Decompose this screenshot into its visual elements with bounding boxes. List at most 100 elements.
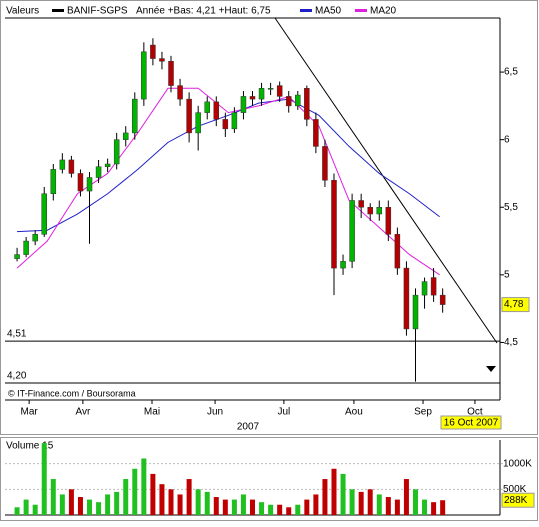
candle-body: [403, 267, 410, 330]
volume-bar: [313, 494, 319, 515]
volume-bar: [141, 458, 147, 515]
last-volume-box: [501, 492, 535, 508]
price-panel: [0, 0, 538, 435]
volume-bar: [331, 468, 337, 515]
candle-body: [50, 169, 57, 194]
x-tick-label: Oct: [467, 407, 483, 418]
candle-body: [249, 96, 256, 100]
volume-bar: [87, 499, 93, 515]
volume-bar: [422, 499, 428, 515]
date-box: [440, 415, 502, 430]
volume-bar: [32, 504, 38, 515]
candle-body: [41, 193, 47, 235]
x-tick-label: Aou: [345, 407, 363, 418]
volume-bar: [340, 473, 346, 515]
volume-bar: [358, 491, 364, 515]
legend-swatch: [300, 9, 312, 12]
volume-bar: [159, 484, 165, 515]
last-price: 4,78: [504, 299, 524, 310]
volume-bar: [41, 443, 47, 515]
candle-body: [68, 159, 75, 174]
candle-body: [186, 98, 192, 134]
candle-body: [285, 96, 292, 107]
volume-bar: [376, 494, 382, 515]
candle-body: [412, 294, 419, 330]
volume-bar: [186, 479, 192, 515]
volume-bar: [431, 502, 437, 515]
y-tick-label: 5: [504, 269, 510, 280]
volume-bar: [277, 504, 283, 515]
source: © IT-Finance.com / Boursorama: [8, 388, 136, 398]
candle-body: [394, 234, 401, 269]
range-note: Année +Bas: 4,21 +Haut: 6,75: [136, 6, 271, 17]
volume-bar: [231, 499, 237, 515]
volume-bar: [150, 473, 156, 515]
volume-bar: [14, 507, 20, 515]
volume-bar: [403, 479, 409, 515]
candle-body: [367, 207, 373, 215]
trend-line: [274, 17, 498, 344]
candle-body: [349, 200, 355, 262]
volume-bar: [96, 502, 102, 515]
volume-bar: [23, 499, 29, 515]
volume-bar: [385, 497, 391, 515]
legend-label: BANIF-SGPS: [67, 6, 128, 17]
legend-swatch: [52, 9, 64, 12]
volume-bar: [322, 479, 328, 515]
candle-body: [86, 177, 93, 192]
volume-bar: [440, 500, 446, 515]
last-volume: 288K: [504, 495, 528, 506]
level-label: 4,20: [7, 371, 27, 382]
candle-body: [95, 166, 102, 178]
volume-bar: [50, 479, 56, 515]
candle-body: [331, 179, 337, 269]
legend-label: MA50: [315, 6, 342, 17]
volume-bar: [213, 497, 219, 515]
candle-body: [222, 119, 229, 130]
volume-title: Volume 15: [6, 441, 54, 452]
volume-bar: [105, 494, 111, 515]
volume-bar: [304, 499, 310, 515]
candle-body: [32, 234, 38, 242]
candle-body: [77, 173, 84, 192]
candle-body: [421, 281, 428, 296]
candle-body: [23, 240, 29, 255]
candle-body: [276, 85, 283, 97]
level-label: 4,51: [7, 329, 27, 340]
candle-body: [376, 207, 383, 215]
volume-bar: [367, 489, 373, 515]
candle-body: [231, 112, 238, 130]
volume-bar: [204, 491, 210, 515]
candle-body: [267, 88, 274, 90]
candle-body: [14, 254, 20, 259]
x-axis-label: 2007: [237, 422, 260, 433]
candle-body: [159, 58, 165, 62]
candle-body: [104, 163, 111, 167]
volume-bar: [123, 479, 129, 515]
scroll-arrow[interactable]: [486, 366, 496, 372]
volume-bar: [77, 497, 83, 515]
volume-bar: [195, 489, 201, 515]
volume-bar: [68, 489, 74, 515]
y-tick-label: 4,5: [504, 337, 518, 348]
moving-average: [17, 98, 440, 233]
x-tick-label: Sep: [414, 407, 432, 418]
y-tick-label: 6: [504, 134, 510, 145]
volume-bar: [132, 468, 138, 515]
volume-bar: [168, 489, 174, 515]
y-tick-label: 5,5: [504, 202, 518, 213]
volume-bar: [240, 494, 246, 515]
candle-body: [132, 98, 138, 134]
y-tick-label: 1000K: [503, 458, 532, 469]
volume-bar: [259, 502, 265, 515]
x-tick-label: Jul: [277, 407, 290, 418]
y-tick-label: 6,5: [504, 67, 518, 78]
volume-bar: [250, 499, 255, 515]
candle-body: [240, 96, 247, 113]
volume-bar: [114, 491, 120, 515]
candle-body: [313, 119, 319, 147]
legend-header: Valeurs: [6, 6, 39, 17]
volume-bar: [222, 499, 228, 515]
x-tick-label: Jun: [207, 407, 223, 418]
